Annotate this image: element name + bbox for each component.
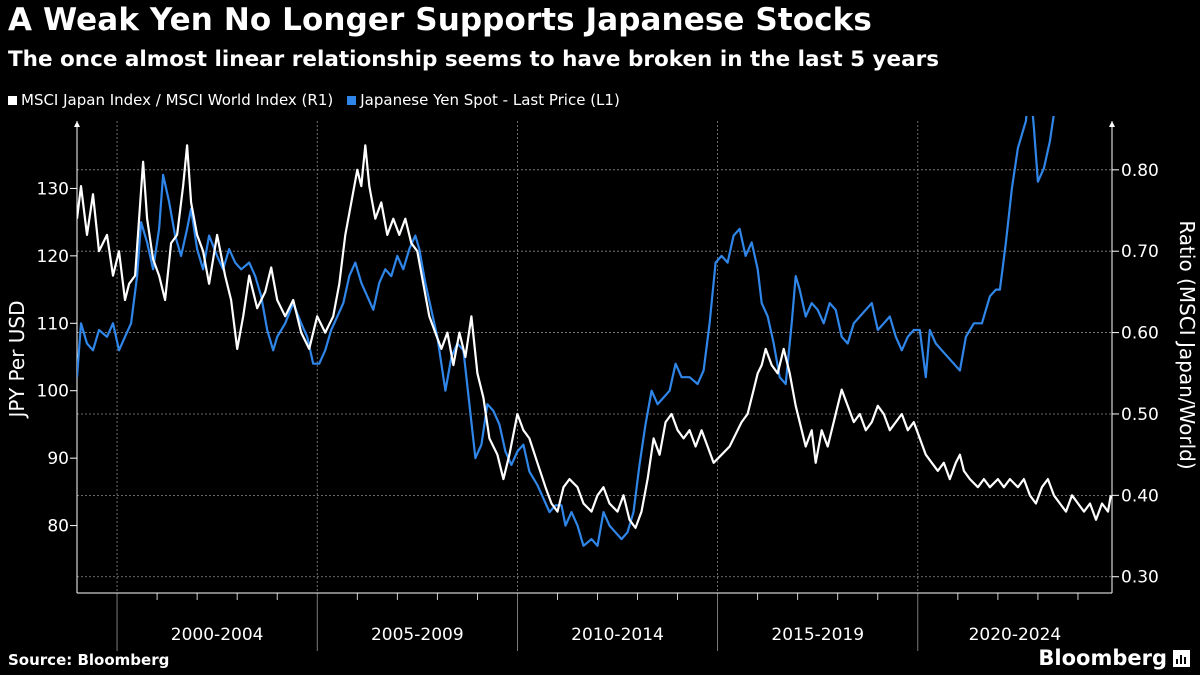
legend: MSCI Japan Index / MSCI World Index (R1)… [8,91,634,109]
y-right-tick-label-3: 0.60 [1121,324,1159,344]
series-line-yen-spot [77,116,1055,547]
y-axis-right-arrow [1109,121,1115,127]
source-note: Source: Bloomberg [8,651,170,669]
brand-name: Bloomberg [1038,646,1167,670]
y-right-tick-label-2: 0.50 [1121,405,1159,425]
y-axis-left-arrow [74,121,80,127]
bloomberg-logo: Bloomberg [1038,646,1190,670]
x-period-label-1: 2005-2009 [371,625,464,645]
y-right-tick-label-1: 0.40 [1121,486,1159,506]
legend-swatch-msci-ratio [8,95,17,105]
y-right-tick-label-5: 0.80 [1121,161,1159,181]
x-period-label-3: 2015-2019 [771,625,864,645]
x-period-label-0: 2000-2004 [171,625,264,645]
y-right-axis-title: Ratio (MSCI Japan/World) [1175,220,1199,469]
legend-label-yen-spot: Japanese Yen Spot - Last Price (L1) [360,91,620,109]
x-period-label-2: 2010-2014 [571,625,664,645]
x-period-label-4: 2020-2024 [969,625,1062,645]
y-right-tick-label-0: 0.30 [1121,568,1159,588]
y-right-tick-label-4: 0.70 [1121,242,1159,262]
y-left-tick-label-1: 90 [47,449,69,469]
y-left-axis-title: JPY Per USD [5,300,29,419]
legend-label-msci-ratio: MSCI Japan Index / MSCI World Index (R1) [21,91,334,109]
y-left-tick-label-2: 100 [37,382,69,402]
chart-subtitle: The once almost linear relationship seem… [8,47,940,72]
y-left-tick-label-3: 110 [37,314,69,334]
legend-swatch-yen-spot [347,95,357,105]
legend-item-msci-ratio: MSCI Japan Index / MSCI World Index (R1) [8,91,333,109]
bar-chart-icon [1173,649,1190,667]
y-left-tick-label-0: 80 [47,517,69,537]
legend-item-yen-spot: Japanese Yen Spot - Last Price (L1) [347,91,620,109]
chart-title: A Weak Yen No Longer Supports Japanese S… [8,2,872,38]
y-left-tick-label-4: 120 [37,247,69,267]
y-left-tick-label-5: 130 [37,179,69,199]
series-line-msci-ratio [77,144,1112,529]
